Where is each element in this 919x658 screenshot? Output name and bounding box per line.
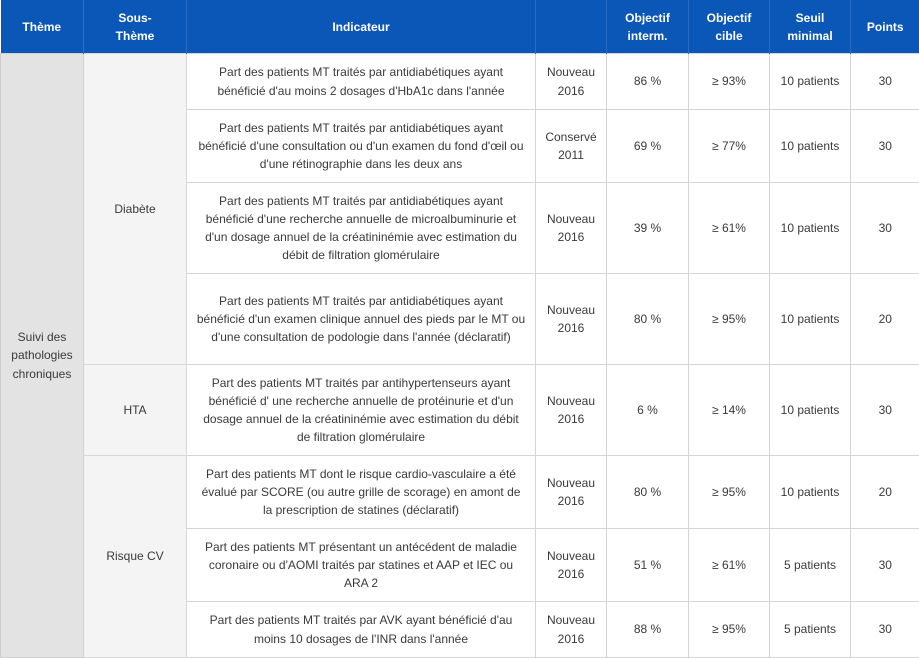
points-cell: 30 — [851, 54, 919, 110]
status-label: Conservé — [545, 130, 596, 144]
seuil-cell: 5 patients — [770, 602, 851, 658]
indicator-cell: Part des patients MT présentant un antéc… — [187, 529, 536, 602]
header-obj-interm: Objectif interm. — [607, 0, 689, 54]
subtheme-hta: HTA — [84, 365, 187, 456]
theme-cell: Suivi des pathologies chroniques — [1, 54, 84, 658]
seuil-cell: 5 patients — [770, 529, 851, 602]
obj-interm-cell: 39 % — [607, 183, 689, 274]
header-theme: Thème — [1, 0, 84, 54]
points-cell: 20 — [851, 274, 919, 365]
indicator-cell: Part des patients MT traités par antidia… — [187, 183, 536, 274]
subtheme-diabete: Diabète — [84, 54, 187, 365]
obj-interm-cell: 86 % — [607, 54, 689, 110]
seuil-cell: 10 patients — [770, 456, 851, 529]
points-cell: 30 — [851, 365, 919, 456]
status-label: Nouveau — [547, 303, 595, 317]
points-cell: 30 — [851, 183, 919, 274]
obj-cible-cell: ≥ 77% — [689, 110, 770, 183]
status-year: 2016 — [558, 632, 585, 646]
header-obj-interm-line1: Objectif — [625, 11, 670, 25]
obj-interm-cell: 88 % — [607, 602, 689, 658]
status-year: 2016 — [558, 321, 585, 335]
header-seuil-line2: minimal — [787, 29, 832, 43]
indicator-cell: Part des patients MT traités par antidia… — [187, 110, 536, 183]
points-cell: 30 — [851, 602, 919, 658]
header-subtheme-line2: Thème — [116, 29, 155, 43]
obj-cible-cell: ≥ 95% — [689, 274, 770, 365]
points-cell: 20 — [851, 456, 919, 529]
header-points: Points — [851, 0, 919, 54]
status-label: Nouveau — [547, 476, 595, 490]
points-cell: 30 — [851, 110, 919, 183]
status-cell: Nouveau 2016 — [536, 365, 607, 456]
seuil-cell: 10 patients — [770, 183, 851, 274]
header-row: Thème Sous- Thème Indicateur Objectif inte… — [1, 0, 919, 54]
obj-interm-cell: 80 % — [607, 456, 689, 529]
header-indicator: Indicateur — [187, 0, 536, 54]
status-year: 2016 — [558, 494, 585, 508]
indicator-cell: Part des patients MT traités par AVK aya… — [187, 602, 536, 658]
indicator-cell: Part des patients MT dont le risque card… — [187, 456, 536, 529]
seuil-cell: 10 patients — [770, 54, 851, 110]
obj-interm-cell: 6 % — [607, 365, 689, 456]
status-year: 2016 — [558, 412, 585, 426]
header-subtheme: Sous- Thème — [84, 0, 187, 54]
table-row: HTA Part des patients MT traités par ant… — [1, 365, 919, 456]
header-obj-cible-line2: cible — [715, 29, 742, 43]
header-seuil: Seuil minimal — [770, 0, 851, 54]
points-cell: 30 — [851, 529, 919, 602]
status-label: Nouveau — [547, 212, 595, 226]
status-label: Nouveau — [547, 613, 595, 627]
seuil-cell: 10 patients — [770, 365, 851, 456]
header-subtheme-line1: Sous- — [118, 11, 151, 25]
status-cell: Nouveau 2016 — [536, 183, 607, 274]
obj-cible-cell: ≥ 95% — [689, 602, 770, 658]
theme-line1: Suivi des — [18, 330, 67, 344]
obj-interm-cell: 51 % — [607, 529, 689, 602]
indicator-cell: Part des patients MT traités par antihyp… — [187, 365, 536, 456]
status-year: 2016 — [558, 567, 585, 581]
status-cell: Conservé 2011 — [536, 110, 607, 183]
obj-interm-cell: 69 % — [607, 110, 689, 183]
obj-cible-cell: ≥ 61% — [689, 529, 770, 602]
seuil-cell: 10 patients — [770, 110, 851, 183]
subtheme-risque-cv: Risque CV — [84, 456, 187, 658]
status-cell: Nouveau 2016 — [536, 529, 607, 602]
status-year: 2016 — [558, 84, 585, 98]
header-seuil-line1: Seuil — [796, 11, 825, 25]
status-label: Nouveau — [547, 394, 595, 408]
status-label: Nouveau — [547, 65, 595, 79]
seuil-cell: 10 patients — [770, 274, 851, 365]
header-obj-interm-line2: interm. — [627, 29, 667, 43]
obj-interm-cell: 80 % — [607, 274, 689, 365]
table-row: Risque CV Part des patients MT dont le r… — [1, 456, 919, 529]
obj-cible-cell: ≥ 14% — [689, 365, 770, 456]
header-obj-cible: Objectif cible — [689, 0, 770, 54]
status-cell: Nouveau 2016 — [536, 456, 607, 529]
status-year: 2016 — [558, 230, 585, 244]
table-row: Suivi des pathologies chroniques Diabète… — [1, 54, 919, 110]
status-cell: Nouveau 2016 — [536, 54, 607, 110]
indicator-cell: Part des patients MT traités par antidia… — [187, 54, 536, 110]
obj-cible-cell: ≥ 95% — [689, 456, 770, 529]
status-year: 2011 — [558, 148, 584, 162]
status-cell: Nouveau 2016 — [536, 274, 607, 365]
header-obj-cible-line1: Objectif — [707, 11, 752, 25]
status-label: Nouveau — [547, 549, 595, 563]
theme-line2: pathologies — [11, 348, 72, 362]
indicator-cell: Part des patients MT traités par antidia… — [187, 274, 536, 365]
status-cell: Nouveau 2016 — [536, 602, 607, 658]
theme-line3: chroniques — [13, 367, 72, 381]
obj-cible-cell: ≥ 61% — [689, 183, 770, 274]
header-status — [536, 0, 607, 54]
obj-cible-cell: ≥ 93% — [689, 54, 770, 110]
